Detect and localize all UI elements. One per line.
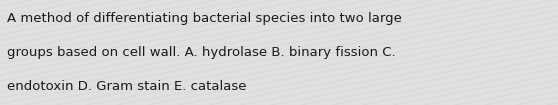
Text: groups based on cell wall. A. hydrolase B. binary fission C.: groups based on cell wall. A. hydrolase … [7,46,395,59]
Text: A method of differentiating bacterial species into two large: A method of differentiating bacterial sp… [7,12,402,25]
Text: endotoxin D. Gram stain E. catalase: endotoxin D. Gram stain E. catalase [7,80,246,93]
